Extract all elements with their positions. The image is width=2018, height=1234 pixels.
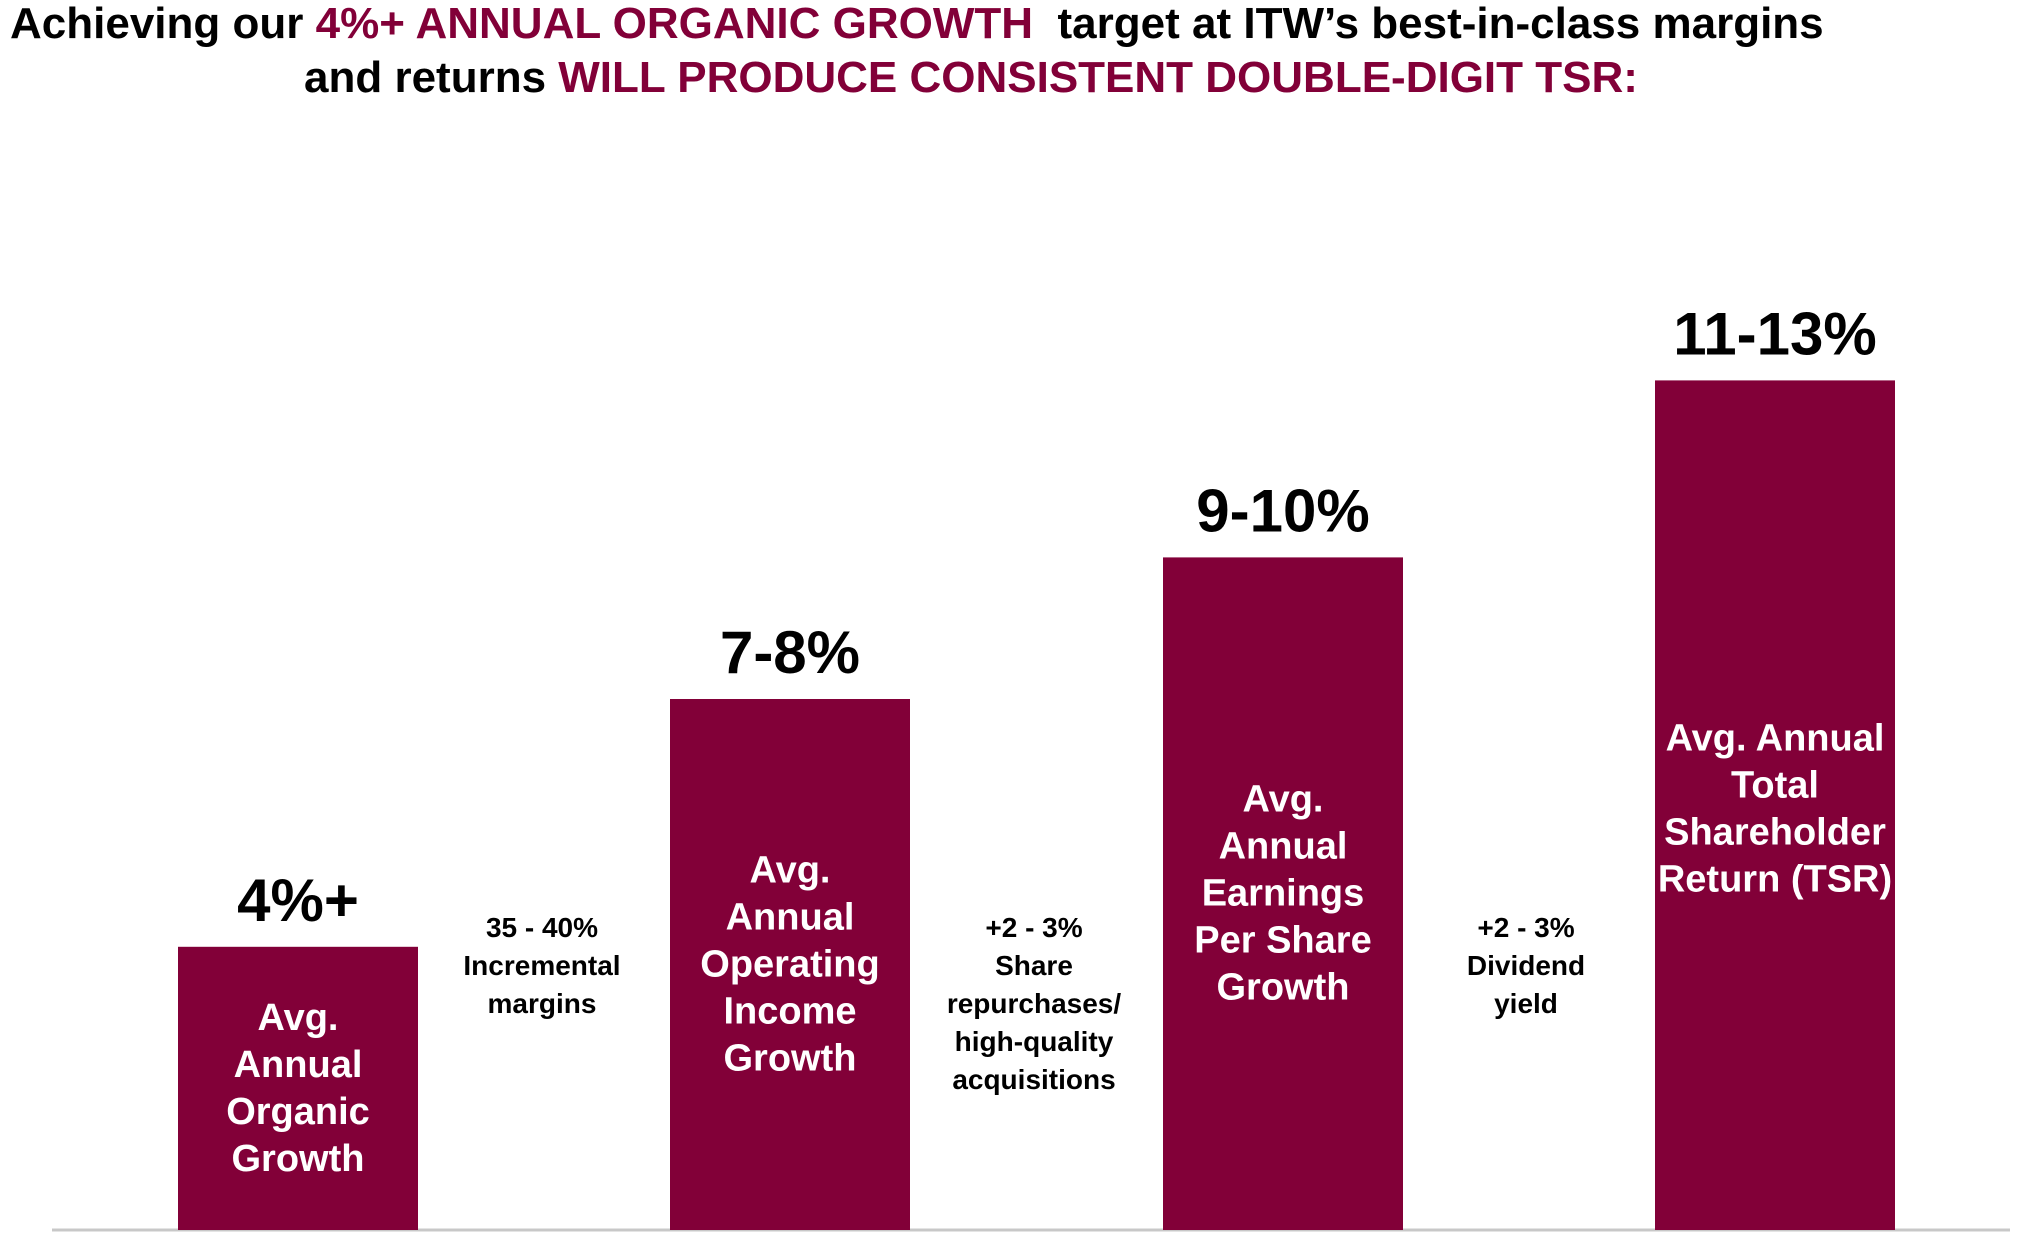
headline-text: and returns [304, 53, 559, 102]
bar-category-label: Avg. Annual Earnings Per Share Growth [1194, 779, 1371, 1009]
bar-value-label: 11-13% [1673, 300, 1877, 367]
bar [1655, 380, 1895, 1230]
bar-category-label: Avg. Annual Operating Income Growth [700, 850, 879, 1080]
bar-value-label: 9-10% [1196, 477, 1369, 544]
bar-category-label: Avg. Annual Total Shareholder Return (TSR) [1658, 717, 1892, 900]
bar-value-label: 4%+ [237, 867, 359, 934]
headline-text: target at ITW’s best-in-class margins [1033, 0, 1824, 48]
bar [670, 699, 910, 1230]
headline-text: Achieving our [10, 0, 316, 48]
bar-category-label: Avg. Annual Organic Growth [226, 997, 370, 1180]
step-annotation: 35 - 40% Incremental margins [463, 912, 620, 1019]
step-annotation: +2 - 3% Share repurchases/high-quality acqu… [947, 912, 1122, 1095]
headline-line-2: and returns WILL PRODUCE CONSISTENT DOUB… [304, 50, 1638, 106]
step-annotation: +2 - 3% Dividend yield [1467, 912, 1585, 1019]
bar [1163, 557, 1403, 1230]
bar [178, 946, 418, 1230]
headline-accent: WILL PRODUCE CONSISTENT DOUBLE-DIGIT TSR… [558, 53, 1638, 102]
bar-value-label: 7-8% [720, 619, 860, 686]
headline-line-1: Achieving our 4%+ ANNUAL ORGANIC GROWTH … [10, 0, 1824, 52]
headline-accent: 4%+ ANNUAL ORGANIC GROWTH [315, 0, 1034, 48]
